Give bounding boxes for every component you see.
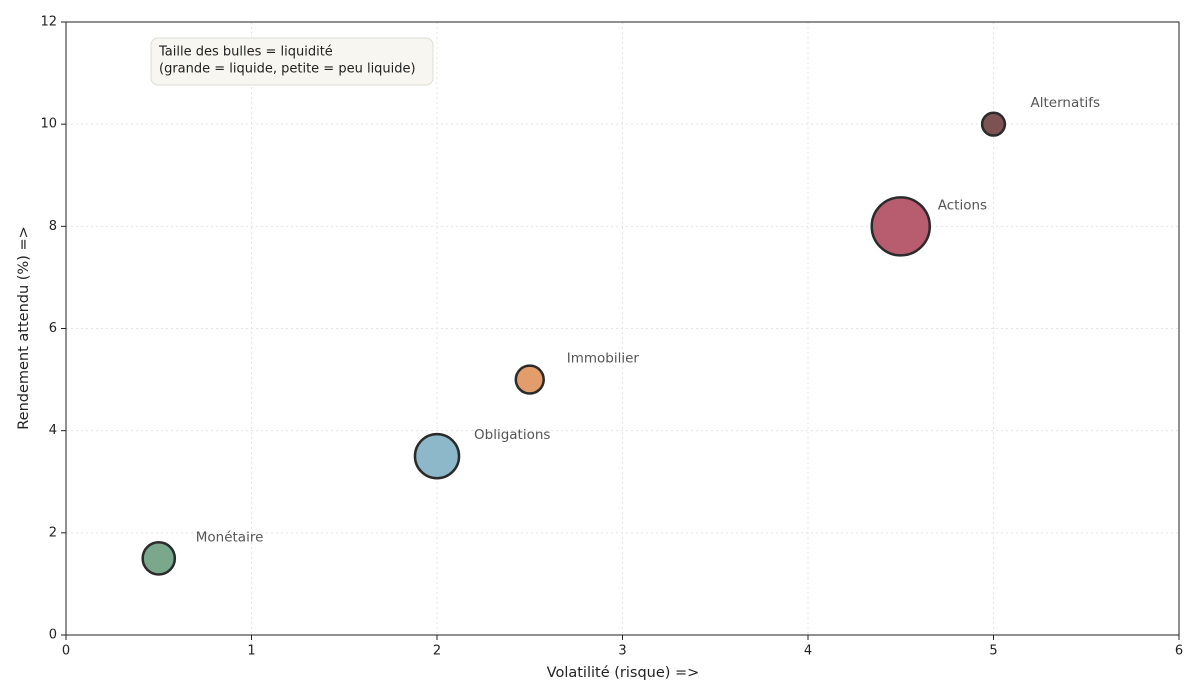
x-tick-label: 0 xyxy=(62,644,70,659)
x-tick-label: 2 xyxy=(433,644,441,659)
y-tick-label: 10 xyxy=(40,117,57,132)
x-tick-label: 3 xyxy=(618,644,626,659)
y-tick-label: 6 xyxy=(49,321,57,336)
x-tick-label: 6 xyxy=(1175,644,1183,659)
bubble-label: Monétaire xyxy=(196,529,264,545)
y-tick-label: 8 xyxy=(49,219,57,234)
bubble-label: Immobilier xyxy=(567,351,640,367)
y-tick-label: 2 xyxy=(49,525,57,540)
bubble-label: Actions xyxy=(938,197,987,213)
bubble xyxy=(413,432,461,480)
x-axis-label: Volatilité (risque) => xyxy=(547,665,700,681)
annotation-line: Taille des bulles = liquidité xyxy=(158,45,333,60)
bubble xyxy=(870,196,932,257)
y-axis-label: Rendement attendu (%) => xyxy=(16,226,32,430)
y-tick-label: 4 xyxy=(49,423,57,438)
bubble xyxy=(980,111,1007,137)
bubble-label: Obligations xyxy=(474,427,550,443)
x-tick-label: 5 xyxy=(989,644,997,659)
bubble xyxy=(514,364,545,395)
bubble xyxy=(141,541,177,576)
bubble-label: Alternatifs xyxy=(1031,95,1101,111)
y-tick-label: 12 xyxy=(40,15,57,30)
annotation-box xyxy=(150,37,434,86)
x-tick-label: 4 xyxy=(804,644,812,659)
y-tick-label: 0 xyxy=(49,628,57,643)
annotation-line: (grande = liquide, petite = peu liquide) xyxy=(159,62,416,77)
x-tick-label: 1 xyxy=(247,644,255,659)
